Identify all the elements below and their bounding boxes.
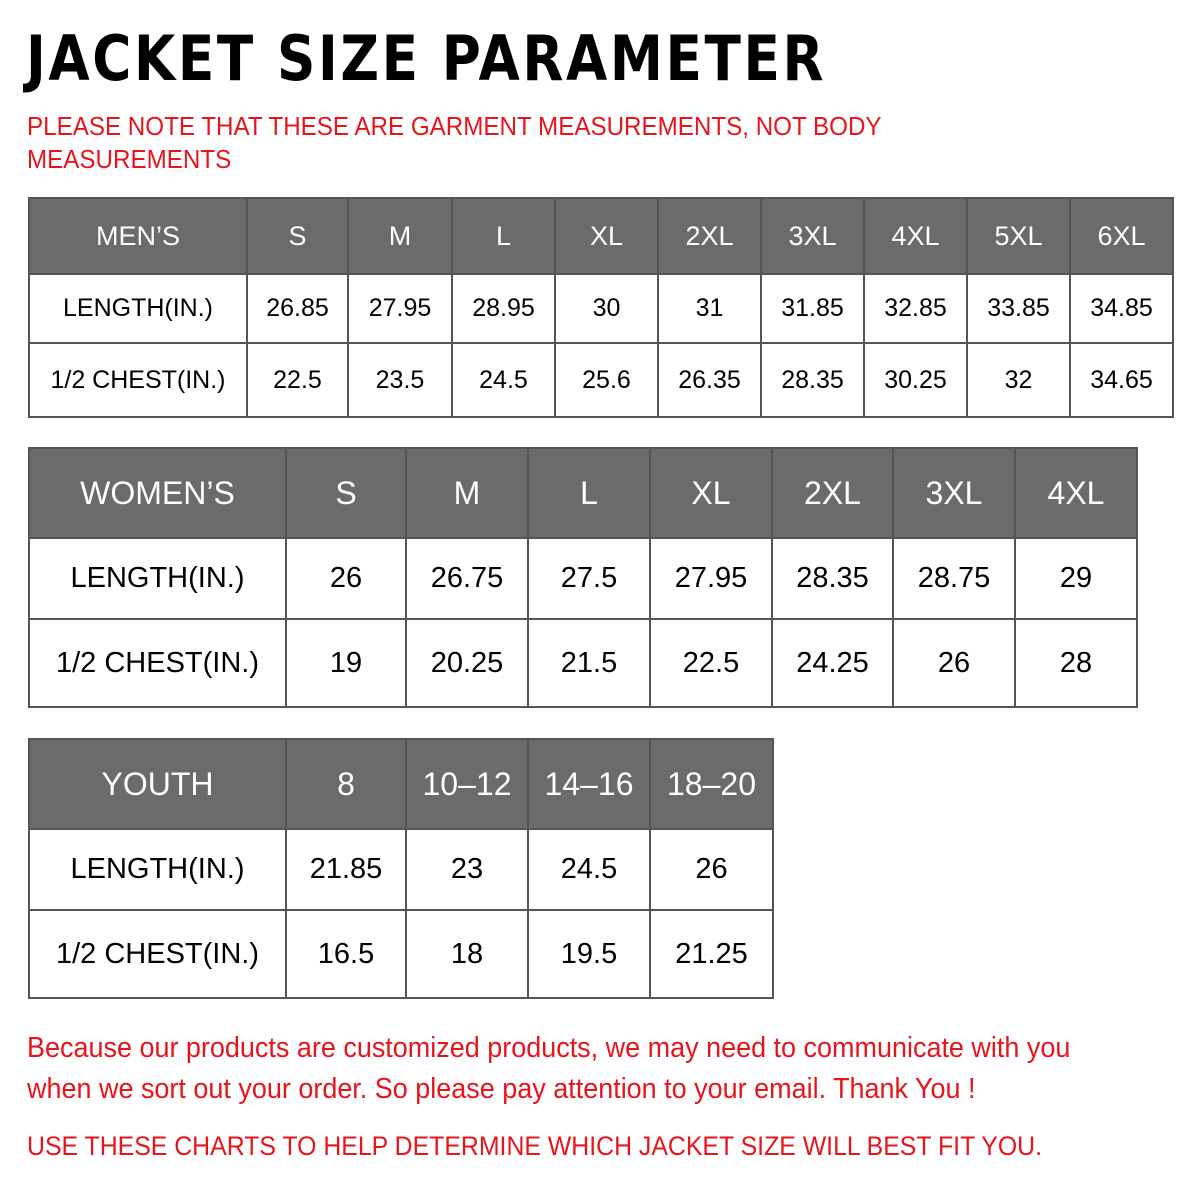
measurement-cell: 26.75 (405, 537, 529, 620)
size-header: 3XL (760, 197, 865, 275)
measurement-cell: 24.5 (527, 828, 651, 911)
measurement-cell: 28.75 (892, 537, 1016, 620)
measurement-cell: 24.25 (771, 618, 894, 708)
table-label: YOUTH (28, 738, 287, 830)
measurement-cell: 26.85 (246, 273, 349, 344)
measurement-cell: 32.85 (863, 273, 968, 344)
row-label: 1/2 CHEST(IN.) (28, 909, 287, 999)
size-header: XL (554, 197, 659, 275)
size-header: 14–16 (527, 738, 651, 830)
size-header: 2XL (657, 197, 762, 275)
measurement-cell: 22.5 (649, 618, 773, 708)
header-row: YOUTH 8 10–12 14–16 18–20 (28, 738, 774, 830)
measurement-cell: 20.25 (405, 618, 529, 708)
size-header: 18–20 (649, 738, 774, 830)
measurement-cell: 22.5 (246, 342, 349, 418)
row-label: 1/2 CHEST(IN.) (28, 342, 248, 418)
table-row: LENGTH(IN.) 26.85 27.95 28.95 30 31 31.85 32.85… (28, 273, 1174, 344)
measurement-cell: 27.95 (347, 273, 453, 344)
size-header: 2XL (771, 447, 894, 539)
measurement-cell: 21.85 (285, 828, 407, 911)
header-row: MEN’S S M L XL 2XL 3XL 4XL 5XL 6XL (28, 197, 1174, 275)
customization-message: Because our products are customized prod… (27, 1028, 1070, 1110)
measurement-cell: 31 (657, 273, 762, 344)
footer-note: USE THESE CHARTS TO HELP DETERMINE WHICH… (27, 1131, 1042, 1161)
row-label: LENGTH(IN.) (28, 273, 248, 344)
table-row: LENGTH(IN.) 21.85 23 24.5 26 (28, 828, 774, 911)
measurement-cell: 25.6 (554, 342, 659, 418)
size-header: 8 (285, 738, 407, 830)
measurement-cell: 28 (1014, 618, 1138, 708)
size-header: 3XL (892, 447, 1016, 539)
row-label: LENGTH(IN.) (28, 828, 287, 911)
size-header: 5XL (966, 197, 1071, 275)
size-header: S (285, 447, 407, 539)
measurement-cell: 32 (966, 342, 1071, 418)
size-header: 10–12 (405, 738, 529, 830)
size-header: L (451, 197, 556, 275)
size-header: M (347, 197, 453, 275)
row-label: 1/2 CHEST(IN.) (28, 618, 287, 708)
size-header: 6XL (1069, 197, 1174, 275)
measurement-cell: 21.25 (649, 909, 774, 999)
measurement-cell: 26 (649, 828, 774, 911)
size-header: M (405, 447, 529, 539)
size-header: 4XL (1014, 447, 1138, 539)
message-line-2: when we sort out your order. So please p… (27, 1073, 976, 1105)
measurement-cell: 27.5 (527, 537, 651, 620)
measurement-cell: 28.35 (760, 342, 865, 418)
measurement-cell: 26 (892, 618, 1016, 708)
measurement-cell: 26.35 (657, 342, 762, 418)
measurement-cell: 30.25 (863, 342, 968, 418)
table-row: 1/2 CHEST(IN.) 19 20.25 21.5 22.5 24.25 26 28 (28, 618, 1138, 708)
measurement-cell: 33.85 (966, 273, 1071, 344)
table-row: 1/2 CHEST(IN.) 22.5 23.5 24.5 25.6 26.35 28.35… (28, 342, 1174, 418)
note-line-2: MEASUREMENTS (27, 144, 232, 174)
measurement-cell: 34.65 (1069, 342, 1174, 418)
measurement-cell: 28.35 (771, 537, 894, 620)
mens-size-table: MEN’S S M L XL 2XL 3XL 4XL 5XL 6XL LENGTH(IN.) 26.8… (28, 197, 1174, 418)
measurement-cell: 28.95 (451, 273, 556, 344)
header-row: WOMEN’S S M L XL 2XL 3XL 4XL (28, 447, 1138, 539)
measurement-cell: 21.5 (527, 618, 651, 708)
size-header: S (246, 197, 349, 275)
measurement-cell: 30 (554, 273, 659, 344)
measurement-cell: 16.5 (285, 909, 407, 999)
page-title: JACKET SIZE PARAMETER (26, 22, 827, 95)
measurement-cell: 31.85 (760, 273, 865, 344)
womens-size-table: WOMEN’S S M L XL 2XL 3XL 4XL LENGTH(IN.) 26 26.75 2… (28, 447, 1138, 708)
measurement-cell: 24.5 (451, 342, 556, 418)
measurement-cell: 34.85 (1069, 273, 1174, 344)
note-line-1: PLEASE NOTE THAT THESE ARE GARMENT MEASU… (27, 111, 882, 141)
size-header: XL (649, 447, 773, 539)
row-label: LENGTH(IN.) (28, 537, 287, 620)
measurement-note: PLEASE NOTE THAT THESE ARE GARMENT MEASU… (27, 110, 882, 176)
measurement-cell: 23 (405, 828, 529, 911)
measurement-cell: 19.5 (527, 909, 651, 999)
table-row: 1/2 CHEST(IN.) 16.5 18 19.5 21.25 (28, 909, 774, 999)
measurement-cell: 27.95 (649, 537, 773, 620)
measurement-cell: 26 (285, 537, 407, 620)
size-header: 4XL (863, 197, 968, 275)
table-label: MEN’S (28, 197, 248, 275)
table-label: WOMEN’S (28, 447, 287, 539)
size-header: L (527, 447, 651, 539)
measurement-cell: 19 (285, 618, 407, 708)
measurement-cell: 23.5 (347, 342, 453, 418)
measurement-cell: 18 (405, 909, 529, 999)
message-line-1: Because our products are customized prod… (27, 1032, 1071, 1064)
measurement-cell: 29 (1014, 537, 1138, 620)
youth-size-table: YOUTH 8 10–12 14–16 18–20 LENGTH(IN.) 21.85 23 2… (28, 738, 774, 999)
table-row: LENGTH(IN.) 26 26.75 27.5 27.95 28.35 28.75 29 (28, 537, 1138, 620)
